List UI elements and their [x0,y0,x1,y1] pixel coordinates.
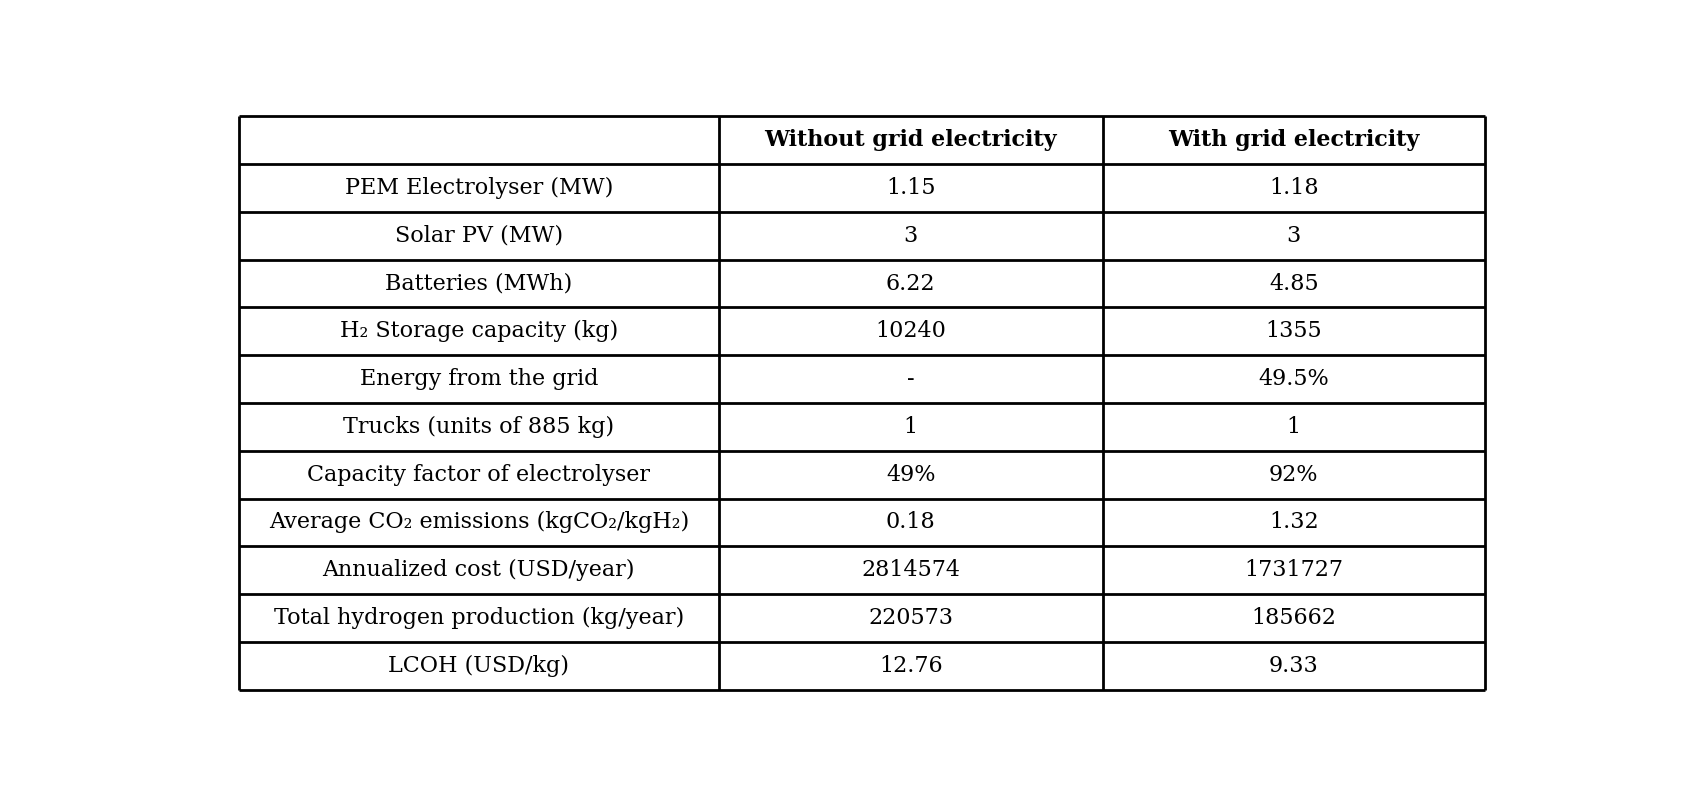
Text: 92%: 92% [1270,463,1319,485]
Text: Average CO₂ emissions (kgCO₂/kgH₂): Average CO₂ emissions (kgCO₂/kgH₂) [269,512,690,534]
Text: Without grid electricity: Without grid electricity [764,129,1056,151]
Text: -: - [907,368,915,390]
Text: 0.18: 0.18 [886,512,935,534]
Text: 4.85: 4.85 [1268,272,1319,295]
Text: Trucks (units of 885 kg): Trucks (units of 885 kg) [343,416,614,438]
Text: 3: 3 [1287,225,1300,247]
Text: 10240: 10240 [875,320,945,342]
Text: Solar PV (MW): Solar PV (MW) [395,225,563,247]
Text: 12.76: 12.76 [878,655,942,676]
Text: H₂ Storage capacity (kg): H₂ Storage capacity (kg) [340,320,617,342]
Text: 185662: 185662 [1251,607,1336,629]
Text: 49.5%: 49.5% [1258,368,1329,390]
Text: 49%: 49% [886,463,935,485]
Text: 1: 1 [903,416,918,438]
Text: PEM Electrolyser (MW): PEM Electrolyser (MW) [345,177,612,199]
Text: Capacity factor of electrolyser: Capacity factor of electrolyser [308,463,651,485]
Text: 6.22: 6.22 [886,272,935,295]
Text: 1: 1 [1287,416,1300,438]
Text: LCOH (USD/kg): LCOH (USD/kg) [389,655,569,677]
Text: 1731727: 1731727 [1245,559,1344,581]
Text: 220573: 220573 [868,607,954,629]
Text: 2814574: 2814574 [861,559,960,581]
Text: Batteries (MWh): Batteries (MWh) [385,272,572,295]
Text: 1.32: 1.32 [1268,512,1319,534]
Text: Total hydrogen production (kg/year): Total hydrogen production (kg/year) [274,607,685,629]
Text: With grid electricity: With grid electricity [1167,129,1420,151]
Text: 1.15: 1.15 [886,177,935,199]
Text: 1355: 1355 [1265,320,1322,342]
Text: Annualized cost (USD/year): Annualized cost (USD/year) [323,559,636,581]
Text: 3: 3 [903,225,918,247]
Text: 1.18: 1.18 [1268,177,1319,199]
Text: Energy from the grid: Energy from the grid [360,368,599,390]
Text: 9.33: 9.33 [1268,655,1319,676]
